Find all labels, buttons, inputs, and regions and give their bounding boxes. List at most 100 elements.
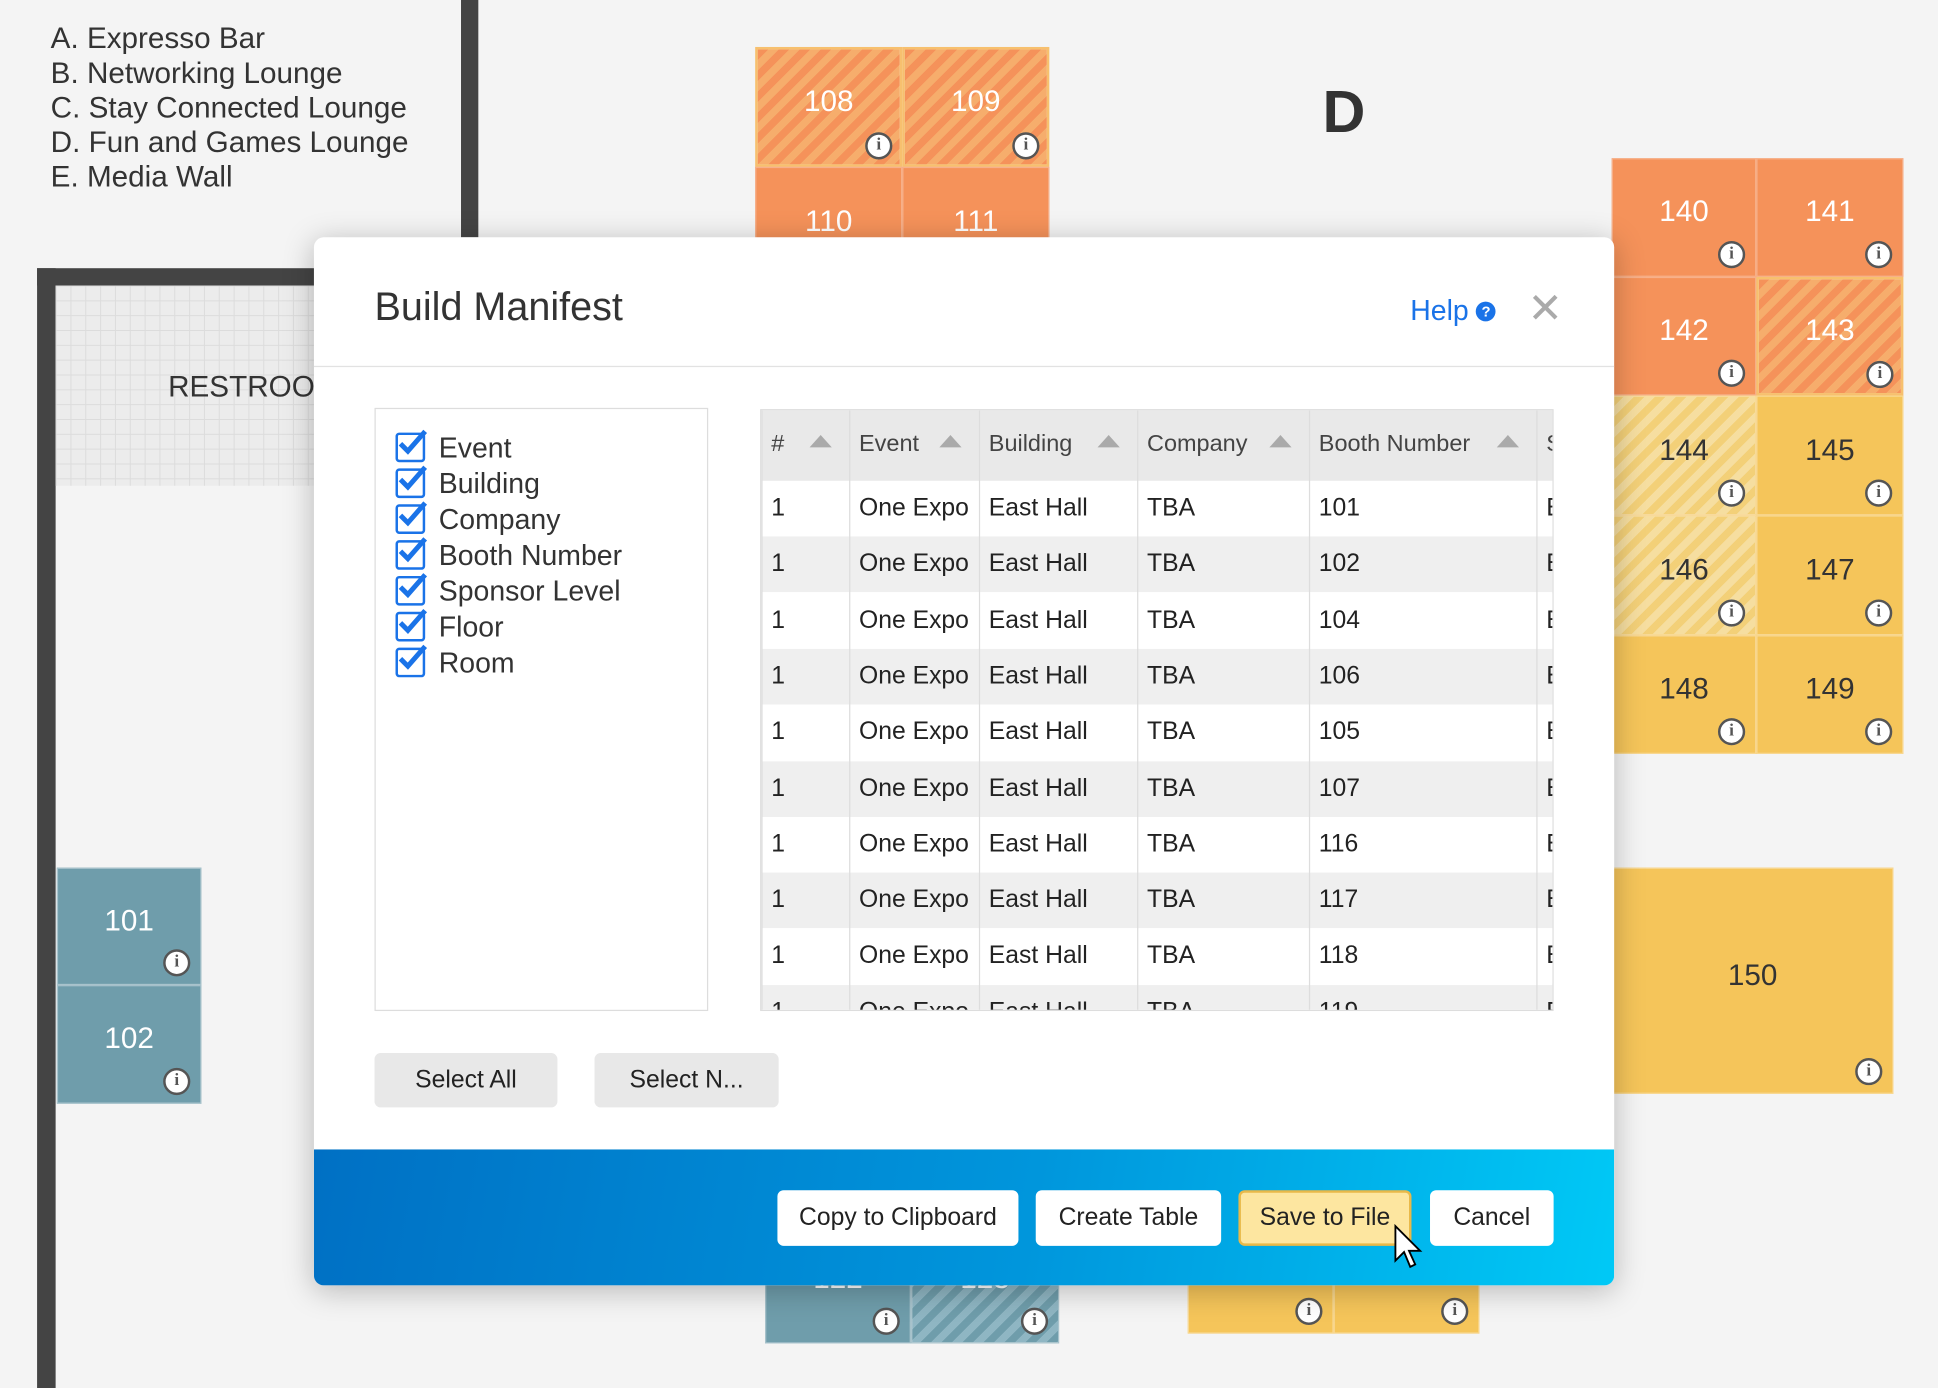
column-header[interactable]: Company <box>1146 431 1248 458</box>
booth-label[interactable]: 108 <box>803 84 854 119</box>
booth-label[interactable]: 141 <box>1805 195 1855 229</box>
booth-label[interactable]: 101 <box>104 904 154 938</box>
booth-label[interactable]: 144 <box>1659 433 1709 467</box>
booth-label[interactable]: 142 <box>1659 313 1709 348</box>
help-text[interactable]: Help <box>1410 294 1469 327</box>
booth[interactable]: 108 i <box>755 46 903 167</box>
booth[interactable]: 147 i <box>1756 515 1904 636</box>
field-label[interactable]: Room <box>438 646 515 679</box>
modal-footer: Copy to Clipboard Create Table Save to Fil… <box>313 1149 1615 1286</box>
sort-arrow[interactable] <box>809 435 832 448</box>
table-cell: 105 <box>1318 718 1361 746</box>
info-icon[interactable]: i <box>1717 359 1746 387</box>
table-row <box>761 760 1553 817</box>
help-link[interactable]: Help? <box>1410 294 1496 327</box>
column-header[interactable]: Booth Number <box>1318 431 1471 458</box>
booth-label[interactable]: 149 <box>1805 672 1855 706</box>
field-label[interactable]: Event <box>438 431 512 464</box>
booth[interactable]: 143 i <box>1756 276 1904 396</box>
table-cell: One Expo <box>858 942 969 970</box>
field-label[interactable]: Booth Number <box>438 538 623 572</box>
field-label[interactable]: Sponsor Level <box>438 574 621 607</box>
table-cell: One Expo <box>858 830 969 858</box>
column-header[interactable]: Sponsor Level <box>1546 431 1552 458</box>
info-icon[interactable]: i <box>1717 718 1746 746</box>
table-row <box>761 648 1553 705</box>
booth[interactable]: 109 i <box>902 46 1050 167</box>
booth-label[interactable]: 110 <box>805 204 853 238</box>
booth-label[interactable]: 140 <box>1659 195 1709 229</box>
table-cell: 118 <box>1318 942 1359 970</box>
field-label[interactable]: Floor <box>438 610 504 643</box>
info-icon[interactable]: i <box>1865 241 1893 269</box>
booth[interactable]: 146 i <box>1611 515 1757 636</box>
booth-label[interactable]: 147 <box>1805 553 1855 587</box>
close-button[interactable]: ✕ <box>1527 285 1563 333</box>
checkbox[interactable] <box>395 465 428 499</box>
info-icon[interactable]: i <box>1441 1297 1469 1325</box>
checkbox[interactable] <box>395 537 428 570</box>
booth[interactable]: 145 i <box>1756 395 1904 516</box>
column-header[interactable]: # <box>771 431 785 458</box>
booth-label[interactable]: 150 <box>1727 958 1778 992</box>
checkbox[interactable] <box>395 644 428 678</box>
column-header[interactable]: Building <box>988 431 1073 458</box>
booth-label[interactable]: 146 <box>1659 553 1709 587</box>
action-button[interactable]: Save to File <box>1238 1190 1412 1246</box>
booth-label[interactable]: 148 <box>1659 672 1709 706</box>
booth-label[interactable]: 143 <box>1805 313 1855 348</box>
booth-label[interactable]: 109 <box>951 84 1001 119</box>
info-icon[interactable]: i <box>1717 599 1746 627</box>
table-cell: Exhibitor <box>1546 998 1552 1010</box>
table-cell: 1 <box>771 718 785 746</box>
info-icon[interactable]: i <box>163 1067 191 1096</box>
column-header[interactable]: Event <box>858 431 920 458</box>
info-icon[interactable]: i <box>1855 1057 1883 1086</box>
info-icon[interactable]: i <box>1866 360 1894 389</box>
info-icon[interactable]: i <box>1012 132 1040 160</box>
table-cell: TBA <box>1146 774 1196 802</box>
booth[interactable]: 149 i <box>1756 635 1904 754</box>
legend-item: A. Expresso Bar <box>50 22 265 56</box>
info-icon[interactable]: i <box>1865 718 1893 746</box>
booth[interactable]: 144 i <box>1611 395 1757 516</box>
field-label[interactable]: Building <box>438 467 540 500</box>
booth[interactable]: 150 i <box>1611 867 1894 1094</box>
checkbox[interactable] <box>395 429 428 463</box>
booth[interactable]: 140 i <box>1611 158 1757 277</box>
info-icon[interactable]: i <box>1865 599 1893 627</box>
checkbox[interactable] <box>395 501 428 534</box>
checkbox[interactable] <box>395 573 428 606</box>
action-button[interactable]: Copy to Clipboard <box>777 1190 1019 1246</box>
booth[interactable]: 102 i <box>56 985 202 1104</box>
booth[interactable]: 101 i <box>56 867 202 986</box>
booth[interactable]: 142 i <box>1611 276 1757 396</box>
info-icon[interactable]: i <box>1865 479 1893 507</box>
info-icon[interactable]: i <box>163 949 191 977</box>
booth-label[interactable]: 102 <box>104 1022 154 1056</box>
info-icon[interactable]: i <box>1717 241 1746 269</box>
booth[interactable]: 148 i <box>1611 635 1757 754</box>
checkbox[interactable] <box>395 608 428 642</box>
sort-arrow[interactable] <box>1269 435 1292 448</box>
action-button[interactable]: Cancel <box>1430 1190 1554 1246</box>
info-icon[interactable]: i <box>1717 479 1746 507</box>
info-icon[interactable]: i <box>1295 1297 1323 1325</box>
sort-arrow[interactable] <box>939 435 962 448</box>
action-button[interactable]: Create Table <box>1035 1190 1222 1246</box>
field-label[interactable]: Company <box>438 503 561 536</box>
info-icon[interactable]: i <box>1020 1307 1049 1335</box>
info-icon[interactable]: i <box>872 1307 900 1335</box>
booth[interactable]: 141 i <box>1756 158 1904 277</box>
booth-label[interactable]: 145 <box>1805 433 1855 467</box>
table-cell: One Expo <box>858 606 969 634</box>
select-none-button[interactable]: Select N... <box>594 1053 779 1108</box>
table-row <box>761 480 1553 537</box>
booth-label[interactable]: 111 <box>953 204 999 238</box>
table-cell: Exhibitor <box>1546 718 1552 746</box>
legend-item: B. Networking Lounge <box>50 56 343 91</box>
info-icon[interactable]: i <box>865 132 893 160</box>
select-all-button[interactable]: Select All <box>374 1053 558 1108</box>
sort-arrow[interactable] <box>1496 435 1520 448</box>
sort-arrow[interactable] <box>1097 435 1120 448</box>
